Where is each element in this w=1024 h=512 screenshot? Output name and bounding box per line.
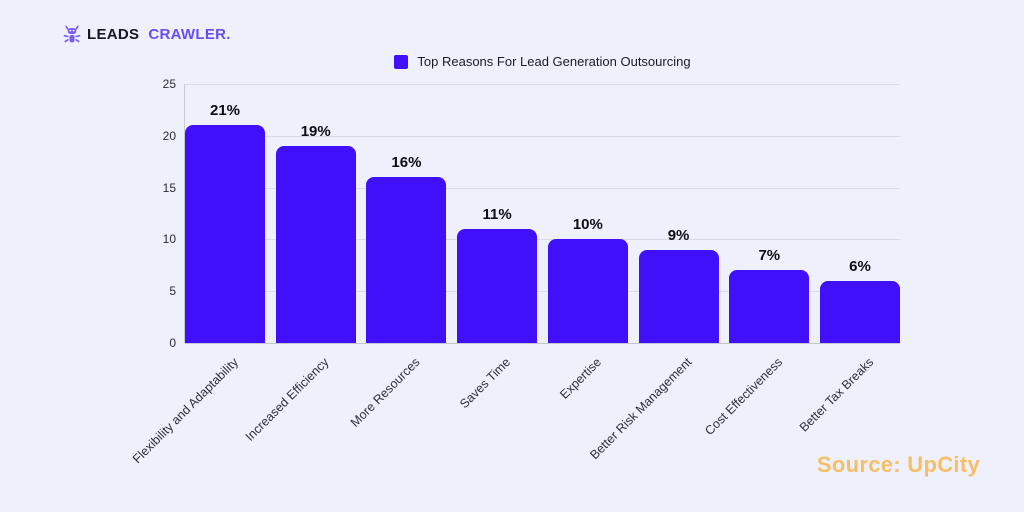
bar-value-label-1: 21% bbox=[209, 102, 241, 120]
y-axis-line bbox=[184, 84, 185, 343]
gridline-10 bbox=[185, 239, 900, 241]
y-tick-label-5: 5 bbox=[169, 284, 176, 299]
bar-5 bbox=[547, 239, 628, 343]
leads-crawler-logo: LEADS CRAWLER. bbox=[62, 24, 231, 44]
bar-7 bbox=[729, 270, 810, 343]
bar-value-label-7: 7% bbox=[758, 247, 781, 265]
bar-8 bbox=[820, 280, 900, 343]
bar-value-label-8: 6% bbox=[849, 257, 871, 275]
legend-color-swatch bbox=[394, 54, 409, 69]
source-credit: Source: UpCity bbox=[816, 452, 980, 477]
bar-value-label-2: 19% bbox=[300, 123, 331, 141]
chart-legend: Top Reasons For Lead Generation Outsourc… bbox=[185, 54, 900, 69]
y-tick-label-0: 0 bbox=[169, 336, 176, 350]
y-tick-label-25: 25 bbox=[162, 77, 176, 91]
crawler-bug-icon bbox=[63, 25, 81, 43]
x-tick-label-2: Increased Efficiency bbox=[242, 355, 332, 444]
bar-chart-plot-area: 0 5 10 15 20 25 21% Flexibility and Adaptabilit… bbox=[130, 77, 900, 466]
y-tick-label-15: 15 bbox=[162, 180, 176, 195]
x-tick-label-1: Flexibility and Adaptability bbox=[129, 355, 241, 467]
gridline-20 bbox=[185, 135, 900, 137]
bar-3 bbox=[366, 177, 447, 343]
x-tick-label-3: More Resources bbox=[347, 355, 423, 430]
bar-value-label-6: 9% bbox=[667, 226, 690, 244]
bar-2 bbox=[275, 146, 356, 343]
x-axis-line bbox=[185, 343, 900, 344]
bar-value-label-5: 10% bbox=[572, 216, 603, 234]
logo-text-crawler: CRAWLER. bbox=[148, 25, 231, 43]
gridline-15 bbox=[185, 187, 900, 189]
bar-4 bbox=[457, 229, 538, 343]
x-tick-label-5: Expertise bbox=[557, 355, 604, 402]
logo-text-leads: LEADS bbox=[87, 25, 140, 43]
gridline-5 bbox=[185, 291, 900, 293]
y-tick-label-10: 10 bbox=[162, 232, 176, 247]
bar-1 bbox=[185, 125, 265, 343]
gridline-25 bbox=[185, 84, 900, 85]
legend-label: Top Reasons For Lead Generation Outsourc… bbox=[417, 54, 691, 69]
x-tick-label-6: Better Risk Management bbox=[587, 355, 695, 463]
bar-6 bbox=[638, 249, 719, 343]
bar-value-label-3: 16% bbox=[391, 154, 422, 172]
y-tick-label-20: 20 bbox=[162, 128, 176, 143]
x-tick-label-4: Saves Time bbox=[456, 355, 514, 412]
bar-value-label-4: 11% bbox=[482, 206, 512, 224]
x-tick-label-7: Cost Effectiveness bbox=[702, 355, 786, 438]
x-tick-label-8: Better Tax Breaks bbox=[796, 355, 876, 435]
